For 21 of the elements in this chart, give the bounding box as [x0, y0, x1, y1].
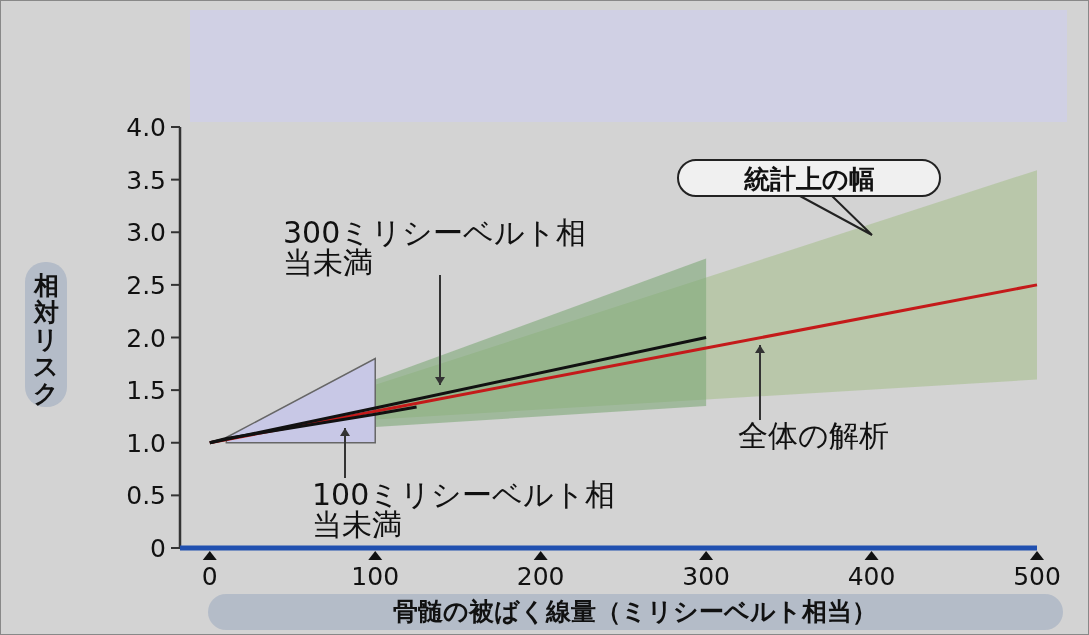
- text: 300ミリシーベルト相当未満: [283, 215, 587, 280]
- x-tick-label: 400: [847, 562, 896, 591]
- annotation: 統計上の幅: [742, 164, 875, 194]
- y-tick-label: 3.0: [126, 218, 166, 248]
- y-tick-label: 0.5: [126, 481, 166, 511]
- y-tick-label: 1.5: [126, 376, 166, 406]
- x-tick-label: 0: [201, 562, 218, 591]
- y-tick-label: 3.5: [126, 165, 166, 195]
- x-tick-label: 300: [682, 562, 730, 591]
- y-tick-label: 1.0: [126, 428, 166, 458]
- x-tick-label: 200: [516, 562, 565, 591]
- y-tick-label: 2.5: [126, 270, 166, 300]
- y-tick-label: 0: [150, 534, 166, 563]
- x-tick-label: 500: [1013, 562, 1061, 591]
- y-tick-label: 4.0: [126, 113, 166, 142]
- y-tick-label: 2.0: [126, 323, 166, 353]
- text: 全体の解析: [738, 418, 889, 453]
- y-axis-title: 相対リスク: [32, 271, 59, 408]
- x-tick-label: 100: [351, 562, 400, 591]
- series-label: 100ミリシーベルト相当未満: [312, 477, 616, 542]
- x-axis-title: 骨髄の被ばく線量（ミリシーベルト相当）: [393, 597, 877, 626]
